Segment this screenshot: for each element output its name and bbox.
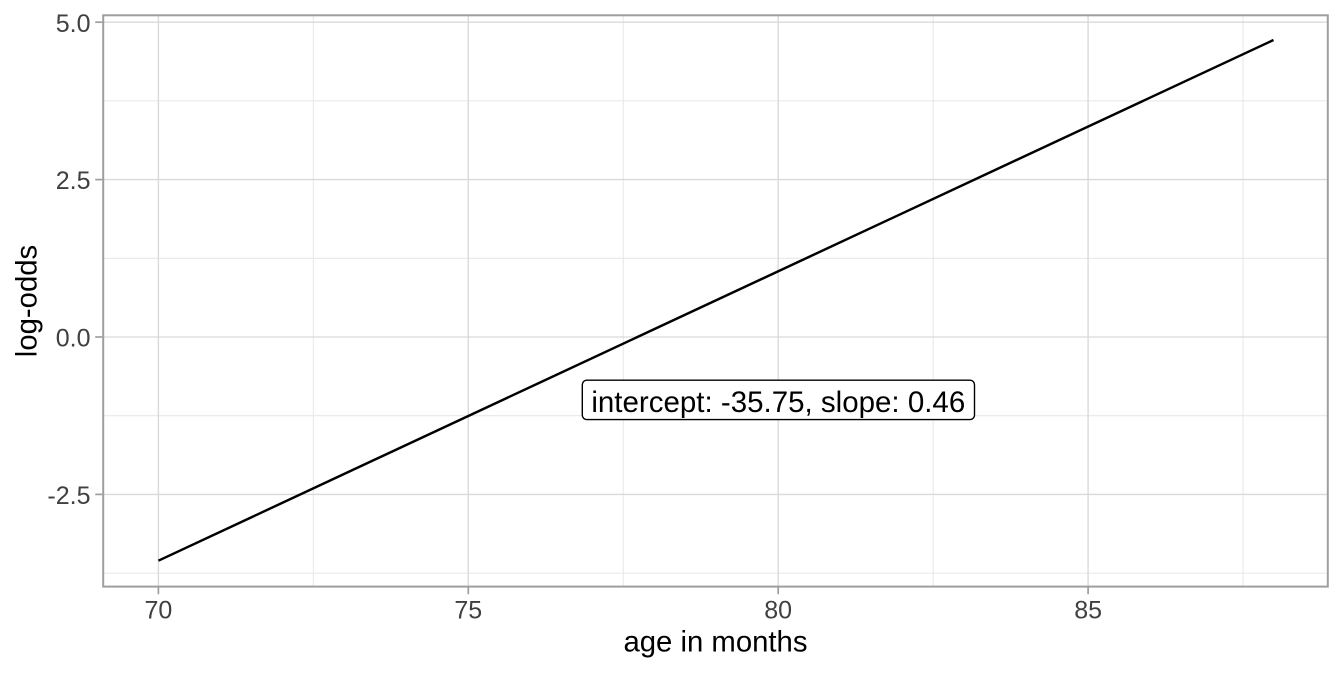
svg-text:70: 70: [144, 597, 172, 625]
svg-text:75: 75: [454, 597, 482, 625]
svg-text:2.5: 2.5: [56, 167, 91, 195]
svg-text:age in months: age in months: [623, 625, 807, 658]
svg-text:85: 85: [1074, 597, 1102, 625]
svg-text:log-odds: log-odds: [11, 245, 44, 357]
svg-text:5.0: 5.0: [56, 10, 91, 38]
svg-text:intercept: -35.75, slope: 0.46: intercept: -35.75, slope: 0.46: [591, 386, 965, 419]
svg-text:0.0: 0.0: [56, 325, 91, 353]
svg-text:80: 80: [764, 597, 792, 625]
svg-text:-2.5: -2.5: [47, 482, 90, 510]
